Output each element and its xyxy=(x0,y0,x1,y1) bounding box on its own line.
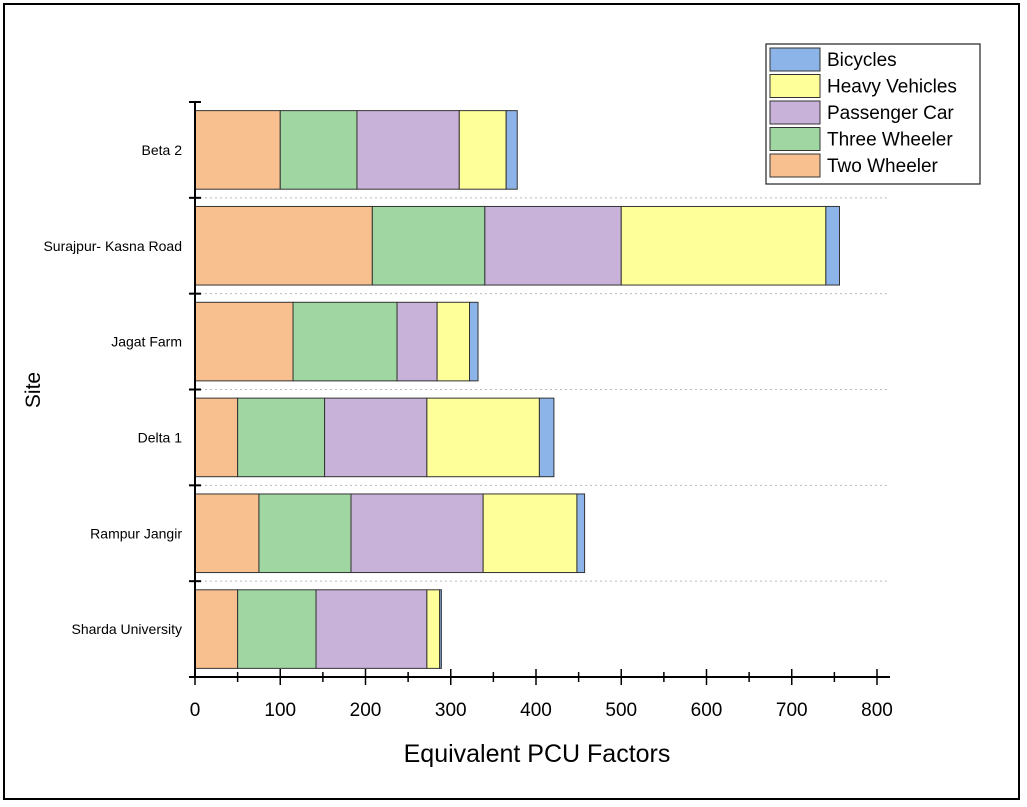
bars xyxy=(194,110,840,669)
x-tick-label: 700 xyxy=(776,700,808,721)
bar-segment-two-wheeler xyxy=(194,301,294,382)
bar-segment-heavy-vehicles xyxy=(482,493,578,574)
bar-segment-bicycles xyxy=(825,205,840,286)
legend: Bicycles Heavy Vehicles Passenger Car Three… xyxy=(765,43,981,185)
bar-segment-heavy-vehicles xyxy=(426,589,441,669)
bar-segment-three-wheeler xyxy=(237,397,326,478)
bar-segment-passenger-car xyxy=(356,110,460,190)
x-tick-label: 600 xyxy=(691,700,723,721)
bar-segment-three-wheeler xyxy=(258,493,352,574)
x-ticks: 0 100 200 300 400 500 600 700 800 xyxy=(190,669,893,721)
x-tick-label: 500 xyxy=(605,700,637,721)
legend-label: Three Wheeler xyxy=(827,130,953,151)
x-tick-label: 300 xyxy=(435,700,467,721)
bar-segment-passenger-car xyxy=(396,301,438,382)
bar-segment-three-wheeler xyxy=(292,301,398,382)
legend-swatch-two-wheeler xyxy=(769,153,821,178)
x-tick-label: 800 xyxy=(861,700,893,721)
bar-segment-two-wheeler xyxy=(194,397,239,478)
bar-segment-passenger-car xyxy=(350,493,484,574)
legend-label: Two Wheeler xyxy=(827,156,939,177)
bar-segment-heavy-vehicles xyxy=(620,205,827,286)
legend-swatch-bicycles xyxy=(769,47,821,72)
x-tick-label: 400 xyxy=(520,700,552,721)
bar-segment-two-wheeler xyxy=(194,205,373,286)
legend-swatch-three-wheeler xyxy=(769,127,821,151)
category-label: Sharda University xyxy=(72,621,183,637)
bar-segment-bicycles xyxy=(576,493,586,574)
x-axis-title: Equivalent PCU Factors xyxy=(404,740,671,768)
bar-segment-passenger-car xyxy=(484,205,622,286)
gridlines xyxy=(195,197,890,582)
legend-label: Passenger Car xyxy=(827,103,954,124)
legend-swatch-heavy-vehicles xyxy=(769,74,821,98)
x-tick-label: 100 xyxy=(264,700,296,721)
bar-segment-bicycles xyxy=(439,589,442,669)
bar-segment-two-wheeler xyxy=(194,110,281,190)
legend-label: Bicycles xyxy=(827,50,897,71)
bar-segment-three-wheeler xyxy=(371,205,486,286)
category-label: Beta 2 xyxy=(142,142,183,158)
category-label: Jagat Farm xyxy=(111,334,182,350)
category-label: Surajpur- Kasna Road xyxy=(43,238,182,254)
bar-segment-bicycles xyxy=(505,110,518,190)
legend-label: Heavy Vehicles xyxy=(827,77,957,98)
category-label: Delta 1 xyxy=(138,429,183,445)
category-labels: Sharda University Rampur Jangir Delta 1 Jag… xyxy=(43,142,182,637)
bar-segment-passenger-car xyxy=(315,589,428,669)
x-tick-label: 0 xyxy=(190,700,201,721)
y-axis-title: Site xyxy=(22,372,45,408)
y-ticks xyxy=(189,101,201,678)
category-label: Rampur Jangir xyxy=(90,525,182,541)
bar-segment-heavy-vehicles xyxy=(426,397,540,478)
legend-swatch-passenger-car xyxy=(769,100,821,125)
bar-segment-three-wheeler xyxy=(237,589,317,669)
bar-segment-bicycles xyxy=(538,397,555,478)
bar-segment-heavy-vehicles xyxy=(436,301,471,382)
bar-segment-bicycles xyxy=(469,301,479,382)
bar-segment-passenger-car xyxy=(324,397,428,478)
bar-segment-heavy-vehicles xyxy=(458,110,507,190)
bar-segment-three-wheeler xyxy=(279,110,358,190)
bar-segment-two-wheeler xyxy=(194,493,260,574)
x-tick-label: 200 xyxy=(350,700,382,721)
bar-segment-two-wheeler xyxy=(194,589,239,669)
